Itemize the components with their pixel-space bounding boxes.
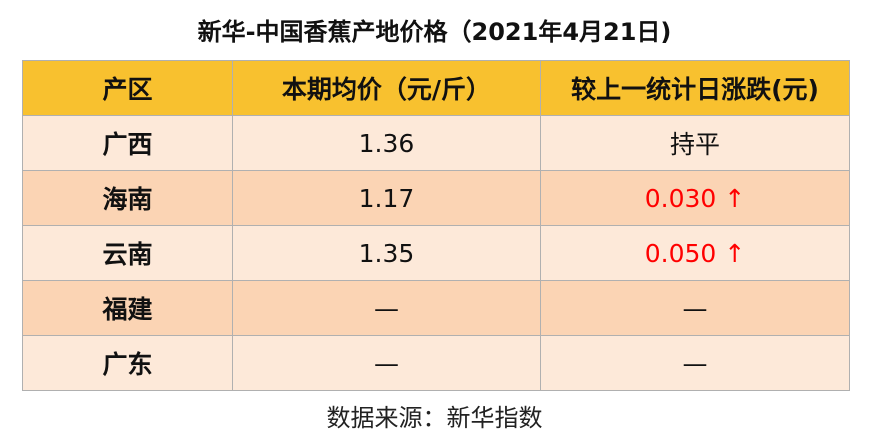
row: 云南 1.35 0.050 ↑ <box>22 225 850 281</box>
title: 新华-中国香蕉产地价格（2021年4月21日) <box>197 18 672 46</box>
region: 云南 <box>22 225 233 281</box>
change: 持平 <box>540 115 850 171</box>
region: 福建 <box>22 280 233 336</box>
source-note: 数据来源：新华指数 <box>326 404 543 432</box>
row: 海南 1.17 0.030 ↑ <box>22 170 850 226</box>
price-table: 产区 本期均价（元/斤） 较上一统计日涨跌(元) 广西 1.36 持平 海南 1… <box>22 60 850 391</box>
header-cell: 本期均价（元/斤） <box>232 60 541 116</box>
price: — <box>232 335 541 391</box>
region: 广东 <box>22 335 233 391</box>
price: 1.36 <box>232 115 541 171</box>
price: 1.17 <box>232 170 541 226</box>
region: 广西 <box>22 115 233 171</box>
change: 0.030 ↑ <box>540 170 850 226</box>
row: 福建 — — <box>22 280 850 336</box>
change: 0.050 ↑ <box>540 225 850 281</box>
header-cell: 产区 <box>22 60 233 116</box>
change: — <box>540 335 850 391</box>
row: 广西 1.36 持平 <box>22 115 850 171</box>
header-row: 产区 本期均价（元/斤） 较上一统计日涨跌(元) <box>22 60 850 116</box>
change: — <box>540 280 850 336</box>
region: 海南 <box>22 170 233 226</box>
header-cell: 较上一统计日涨跌(元) <box>540 60 850 116</box>
price: — <box>232 280 541 336</box>
row: 广东 — — <box>22 335 850 391</box>
price: 1.35 <box>232 225 541 281</box>
